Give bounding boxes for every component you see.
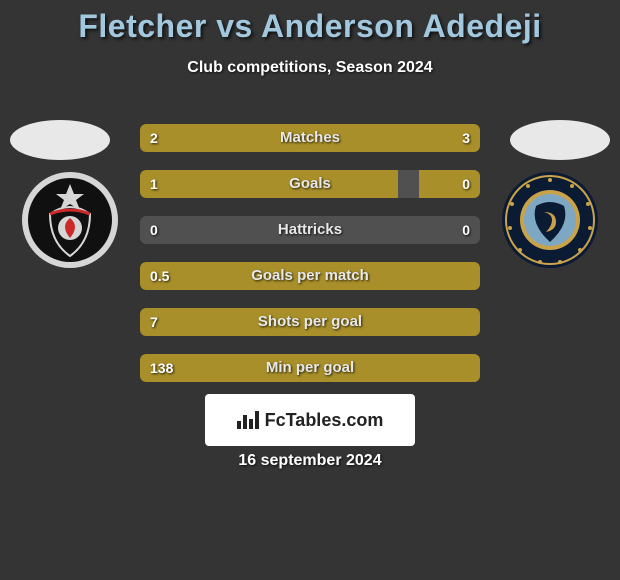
stat-row: 23Matches [140,124,480,152]
bar-chart-icon [237,411,259,429]
stat-label: Matches [140,124,480,152]
stat-label: Shots per goal [140,308,480,336]
stat-bars-container: 23Matches 10Goals 00Hattricks 0.5Goals per … [140,124,480,400]
comparison-subtitle: Club competitions, Season 2024 [0,59,620,77]
watermark-text: FcTables.com [265,410,384,431]
club-badge-left [20,170,120,270]
comparison-date: 16 september 2024 [0,452,620,470]
stat-row: 00Hattricks [140,216,480,244]
player-shadow-right [510,120,610,160]
stat-label: Goals [140,170,480,198]
philadelphia-union-crest-icon [500,170,600,270]
stat-row: 138Min per goal [140,354,480,382]
club-badge-right [500,170,600,270]
stat-row: 10Goals [140,170,480,198]
stat-row: 7Shots per goal [140,308,480,336]
stat-label: Hattricks [140,216,480,244]
player-shadow-left [10,120,110,160]
stat-label: Min per goal [140,354,480,382]
stat-row: 0.5Goals per match [140,262,480,290]
fctables-watermark: FcTables.com [205,394,415,446]
dc-united-crest-icon [20,170,120,270]
stat-label: Goals per match [140,262,480,290]
comparison-title: Fletcher vs Anderson Adedeji [0,0,620,45]
